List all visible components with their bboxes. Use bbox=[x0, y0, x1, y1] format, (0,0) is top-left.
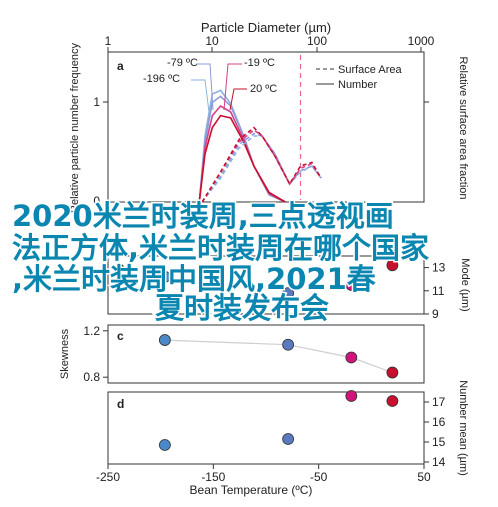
overlay-line: 法正方体,米兰时装周在哪个国家 bbox=[12, 231, 429, 265]
panel-b-y-ticks: 9 11 13 bbox=[424, 261, 446, 321]
data-point bbox=[158, 334, 171, 346]
x-tick-label: 50 bbox=[417, 470, 431, 484]
panel-b-frame bbox=[107, 255, 425, 315]
x-tick-label: 1 bbox=[105, 34, 112, 48]
data-point bbox=[158, 439, 171, 451]
data-point bbox=[345, 390, 358, 402]
panel-d-frame bbox=[107, 391, 425, 465]
annotation-leader bbox=[229, 88, 247, 111]
annotation-minus196: -196 ºC bbox=[143, 73, 180, 85]
series-line-number bbox=[198, 114, 286, 203]
panel-a-ylabel-right: Relative surface area fraction bbox=[457, 56, 469, 199]
data-point bbox=[282, 338, 295, 351]
panel-c-ylabel: Skewness bbox=[59, 328, 71, 379]
y-tick-label: 14 bbox=[432, 455, 446, 469]
annotation-leader bbox=[223, 63, 242, 111]
panel-c-fit-line bbox=[164, 339, 393, 374]
x-tick-label: -50 bbox=[310, 470, 328, 484]
panel-a: Particle Diameter (µm) a 1 10 100 1000 1… bbox=[69, 20, 469, 213]
legend-label-number: Number bbox=[338, 79, 377, 91]
panel-b-ylabel: Mode (µm) bbox=[459, 258, 471, 311]
panel-d-ylabel: Number mean (µm) bbox=[457, 380, 469, 476]
y-tick-label: 15 bbox=[432, 435, 446, 449]
y-tick-label: 1 bbox=[93, 95, 100, 109]
data-point bbox=[386, 395, 399, 407]
annotation-leader bbox=[191, 79, 210, 113]
panel-a-ylabel-left: Relative particle number frequency bbox=[69, 43, 81, 213]
series-line-surface bbox=[201, 126, 322, 203]
data-point bbox=[158, 270, 171, 283]
data-point bbox=[386, 259, 399, 272]
y-tick-label: 11 bbox=[432, 284, 445, 298]
panel-c-label: c bbox=[117, 329, 124, 343]
overlay-line: 2020米兰时装周,三点透视画 bbox=[12, 199, 394, 233]
panel-c-points bbox=[158, 334, 399, 379]
x-tick-label: 100 bbox=[307, 34, 327, 48]
panel-c-y-ticks: 0.8 1.2 bbox=[83, 324, 108, 384]
panel-a-top-ticks: 1 10 100 1000 bbox=[105, 34, 435, 52]
y-tick-label: 9 bbox=[432, 307, 439, 321]
x-tick-label: -150 bbox=[201, 470, 225, 484]
data-point bbox=[345, 279, 358, 291]
data-point bbox=[386, 366, 399, 379]
legend-label-surface: Surface Area bbox=[338, 64, 402, 76]
x-tick-label: -250 bbox=[96, 470, 120, 484]
panel-a-series bbox=[198, 89, 322, 203]
panel-d-label: d bbox=[117, 397, 124, 411]
y-tick-label: 1.2 bbox=[83, 324, 100, 338]
annotation-20: 20 ºC bbox=[250, 83, 277, 95]
overlay-caption: 2020米兰时装周,三点透视画 法正方体,米兰时装周在哪个国家 ,米兰时装周中国… bbox=[11, 198, 431, 327]
annotation-minus19: -19 ºC bbox=[244, 57, 275, 69]
panel-b-label: b bbox=[117, 260, 124, 274]
panel-b-points bbox=[158, 259, 399, 300]
panel-d-y-ticks: 14 15 16 17 bbox=[424, 395, 446, 469]
y-tick-label: 0.8 bbox=[83, 370, 100, 384]
panel-a-label: a bbox=[117, 59, 124, 73]
annotation-leader bbox=[196, 63, 214, 111]
overlay-line: ,米兰时装周中国风,2021春 bbox=[12, 262, 377, 296]
overlay-line: 夏时装发布会 bbox=[155, 291, 329, 325]
legend: Surface Area Number bbox=[316, 64, 402, 91]
annotation-minus79: -79 ºC bbox=[167, 57, 198, 69]
series-line-surface bbox=[201, 135, 322, 203]
panel-d: d 14 15 16 17 Number mean (µm) bbox=[107, 380, 469, 476]
panel-a-frame bbox=[107, 51, 425, 203]
y-tick-label: 16 bbox=[432, 415, 446, 429]
data-point bbox=[345, 351, 358, 364]
panel-a-title: Particle Diameter (µm) bbox=[201, 20, 331, 35]
data-point bbox=[282, 433, 295, 445]
x-axis-label: Bean Temperature (ºC) bbox=[190, 483, 313, 497]
x-tick-label: 10 bbox=[205, 34, 219, 48]
series-line-surface bbox=[201, 128, 322, 203]
panel-b: b 9 11 13 Mode (µm) bbox=[107, 255, 471, 321]
y-tick-label: 17 bbox=[432, 395, 446, 409]
panel-c: c 0.8 1.2 Skewness bbox=[59, 324, 425, 384]
bottom-x-axis: -250 -150 -50 50 bbox=[96, 464, 431, 484]
panel-c-frame bbox=[107, 324, 425, 384]
data-point bbox=[282, 287, 295, 300]
panel-d-points bbox=[158, 390, 399, 451]
y-tick-label: 0 bbox=[93, 194, 100, 208]
x-tick-label: 1000 bbox=[408, 34, 435, 48]
y-tick-label: 13 bbox=[432, 261, 446, 275]
